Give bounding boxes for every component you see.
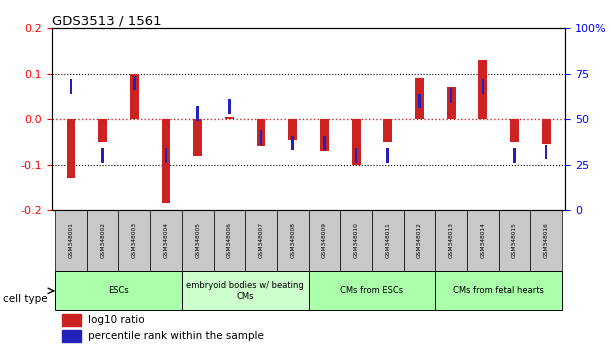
Bar (447, 87, 456, 119)
Bar (435, 272, 562, 310)
Text: GSM348005: GSM348005 (195, 222, 200, 258)
Text: GSM348008: GSM348008 (290, 222, 295, 258)
Text: GSM348003: GSM348003 (132, 222, 137, 258)
Text: GSM348015: GSM348015 (512, 222, 517, 258)
Bar (481, 79, 484, 94)
Bar (320, 119, 329, 151)
Bar (67, 119, 75, 178)
Bar (355, 148, 357, 163)
Bar (309, 272, 435, 310)
Bar (510, 119, 519, 142)
Text: cell type: cell type (3, 294, 48, 304)
Text: GSM348016: GSM348016 (544, 223, 549, 258)
Text: GSM348013: GSM348013 (448, 222, 453, 258)
Bar (309, 210, 340, 271)
Bar (257, 119, 265, 147)
Text: GSM348009: GSM348009 (322, 222, 327, 258)
Bar (404, 210, 435, 271)
Bar (119, 210, 150, 271)
Bar (352, 119, 360, 165)
Bar (288, 119, 297, 139)
Bar (55, 272, 182, 310)
Bar (55, 210, 87, 271)
Text: GSM348007: GSM348007 (258, 222, 263, 258)
Bar (478, 60, 487, 119)
Bar (387, 148, 389, 163)
Text: ESCs: ESCs (108, 286, 129, 295)
Bar (260, 130, 262, 145)
Bar (165, 148, 167, 163)
Bar (291, 136, 294, 150)
Bar (383, 119, 392, 142)
Text: GSM348006: GSM348006 (227, 222, 232, 258)
Text: embryoid bodies w/ beating
CMs: embryoid bodies w/ beating CMs (186, 281, 304, 301)
Text: CMs from ESCs: CMs from ESCs (340, 286, 403, 295)
Bar (161, 119, 170, 203)
Bar (98, 119, 107, 142)
Bar (150, 210, 182, 271)
Bar (530, 210, 562, 271)
Bar (499, 210, 530, 271)
Bar (372, 210, 404, 271)
Bar (62, 330, 81, 342)
Bar (62, 314, 81, 326)
Bar (435, 210, 467, 271)
Text: GSM348010: GSM348010 (354, 222, 359, 258)
Text: GSM348011: GSM348011 (386, 223, 390, 258)
Bar (70, 79, 72, 94)
Bar (245, 210, 277, 271)
Bar (196, 107, 199, 121)
Bar (450, 88, 452, 103)
Text: GSM348002: GSM348002 (100, 222, 105, 258)
Bar (418, 94, 421, 108)
Text: GSM348004: GSM348004 (164, 222, 169, 258)
Bar (323, 136, 326, 150)
Bar (182, 210, 213, 271)
Bar (87, 210, 119, 271)
Bar (415, 78, 424, 119)
Bar (542, 119, 551, 144)
Bar (193, 119, 202, 155)
Bar (513, 148, 516, 163)
Text: log10 ratio: log10 ratio (88, 315, 144, 325)
Bar (545, 145, 547, 159)
Text: CMs from fetal hearts: CMs from fetal hearts (453, 286, 544, 295)
Bar (340, 210, 372, 271)
Bar (277, 210, 309, 271)
Bar (101, 148, 104, 163)
Text: GDS3513 / 1561: GDS3513 / 1561 (52, 14, 161, 27)
Bar (130, 74, 139, 119)
Text: GSM348014: GSM348014 (480, 222, 485, 258)
Text: GSM348001: GSM348001 (68, 222, 73, 258)
Text: percentile rank within the sample: percentile rank within the sample (88, 331, 264, 341)
Bar (133, 76, 136, 90)
Text: GSM348012: GSM348012 (417, 222, 422, 258)
Bar (225, 117, 234, 119)
Bar (213, 210, 245, 271)
Bar (467, 210, 499, 271)
Bar (182, 272, 309, 310)
Bar (228, 99, 230, 114)
